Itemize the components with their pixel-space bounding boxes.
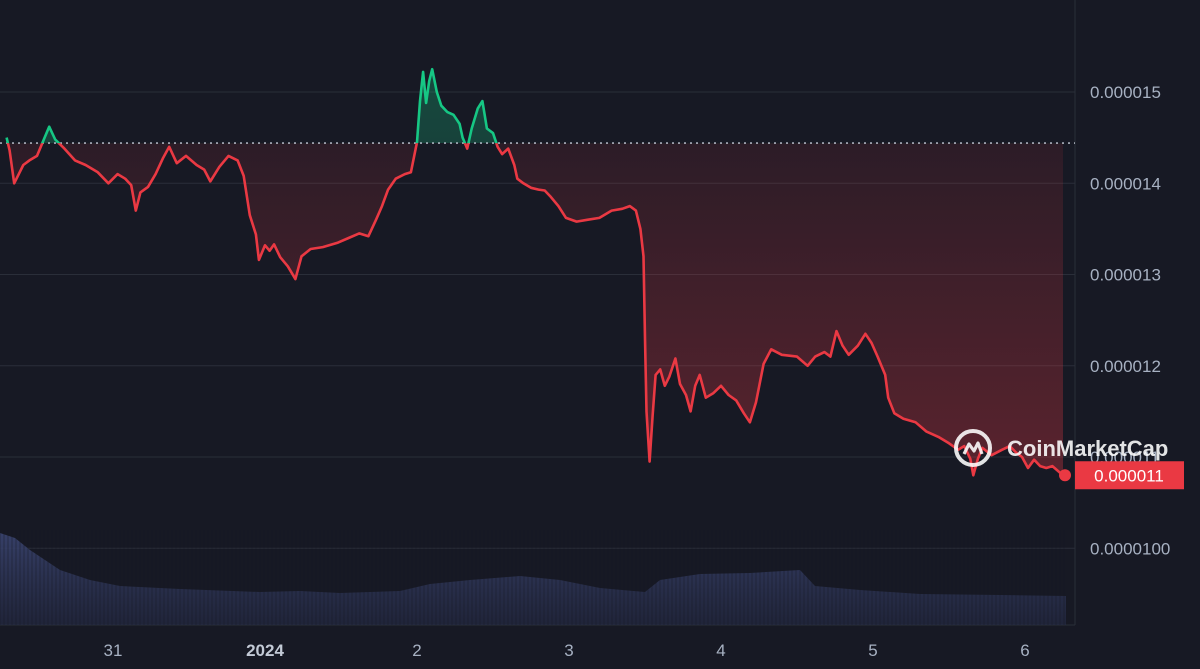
y-tick-label: 0.000015 — [1090, 83, 1161, 102]
x-tick-label: 3 — [564, 641, 573, 660]
y-tick-label: 0.000012 — [1090, 357, 1161, 376]
y-tick-label: 0.000014 — [1090, 174, 1161, 193]
price-line-down — [6, 143, 1064, 477]
x-tick-label: 4 — [716, 641, 725, 660]
y-tick-label: 0.000013 — [1090, 266, 1161, 285]
price-area-below — [7, 143, 1063, 476]
price-area — [6, 69, 1063, 476]
watermark-text: CoinMarketCap — [1007, 436, 1168, 461]
watermark: CoinMarketCap — [954, 429, 1168, 467]
x-tick-label: 5 — [868, 641, 877, 660]
y-tick-label: 0.0000100 — [1090, 539, 1170, 558]
volume-area — [0, 533, 1066, 625]
x-tick-label: 2 — [412, 641, 421, 660]
current-price-tag: 0.000011 — [1059, 461, 1184, 490]
current-price-label: 0.000011 — [1094, 466, 1164, 485]
current-price-tag-bg — [1075, 461, 1184, 490]
x-tick-label: 2024 — [246, 641, 284, 660]
coinmarketcap-logo-icon — [954, 429, 992, 467]
x-axis: 31 2024 2 3 4 5 6 — [104, 641, 1030, 660]
current-price-dot — [1059, 469, 1071, 482]
grid-lines — [0, 0, 1076, 626]
x-tick-label: 31 — [104, 641, 123, 660]
price-line-group — [5, 67, 1064, 477]
volume-bars — [0, 530, 1066, 625]
x-tick-label: 6 — [1020, 641, 1029, 660]
